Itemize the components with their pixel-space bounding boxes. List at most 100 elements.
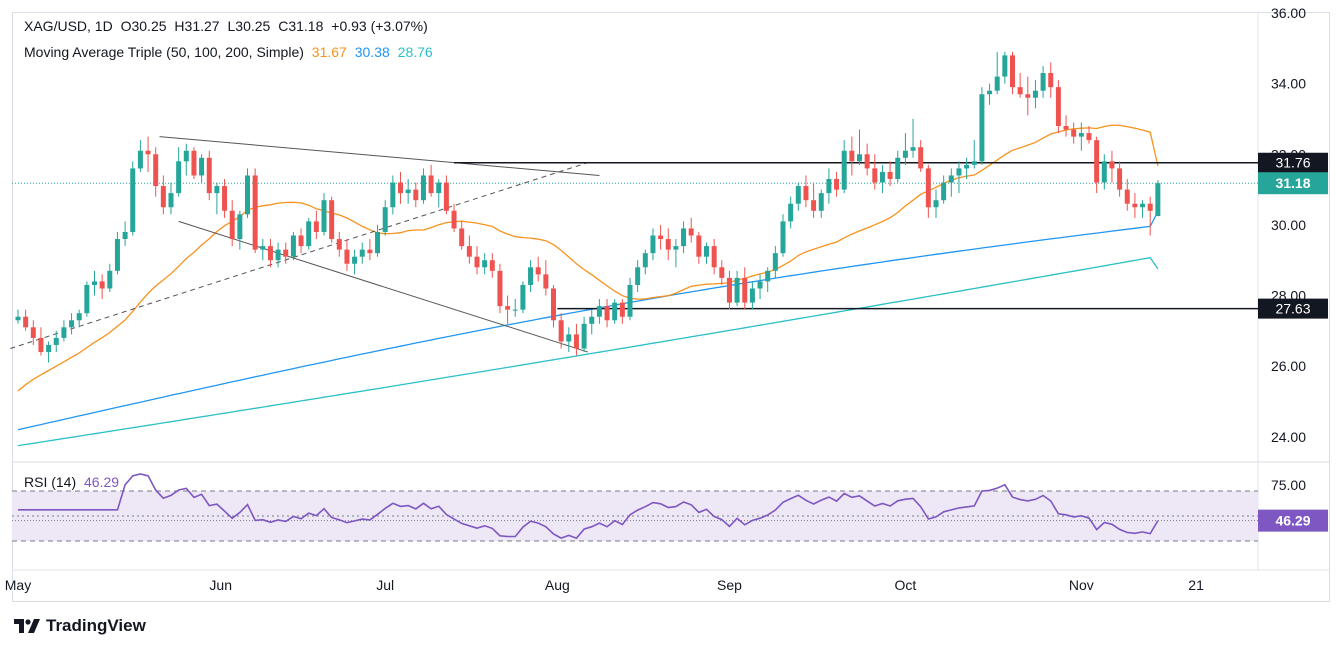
candle-body (658, 235, 664, 240)
candle-body (635, 267, 641, 285)
candle-body (153, 154, 159, 187)
candle-body (925, 168, 931, 208)
candle-body (306, 221, 312, 247)
candle-body (359, 249, 365, 257)
rsi-label: RSI (14) (24, 474, 77, 490)
candle-body (933, 200, 939, 208)
candle-body (382, 207, 388, 232)
rsi-line (18, 473, 1159, 540)
candle-body (459, 228, 465, 247)
trendline-dashed[interactable] (10, 160, 592, 349)
candle-body (1147, 203, 1153, 211)
candle-body (1017, 87, 1023, 95)
candle-body (688, 228, 694, 236)
level-label-bg (1258, 298, 1328, 319)
candle-body (818, 193, 824, 211)
candle-body (1025, 94, 1031, 98)
candle-body (420, 175, 426, 201)
ma100-line (17, 211, 1159, 431)
candle-body (1101, 161, 1107, 183)
level-label-bg (1258, 152, 1328, 173)
candle-body (1124, 189, 1130, 204)
time-tick-label: Aug (545, 577, 570, 593)
candle-body (765, 270, 771, 282)
candle-body (466, 246, 472, 257)
candle-body (92, 281, 97, 285)
time-tick-label: Oct (895, 577, 917, 593)
candle-body (795, 186, 801, 204)
candle-body (107, 270, 113, 289)
candle-body (69, 320, 75, 328)
trendline-lower[interactable] (178, 220, 589, 353)
candle-body (872, 168, 878, 183)
candle-body (160, 186, 166, 208)
candle-body (145, 150, 151, 155)
chart-frame (12, 12, 1330, 602)
candle-body (191, 150, 197, 176)
ma200-value: 28.76 (397, 44, 433, 60)
candle-body (726, 277, 732, 303)
candle-body (749, 288, 755, 303)
candle-body (841, 150, 847, 190)
candle-body (788, 203, 794, 222)
trendline-upper[interactable] (159, 136, 600, 176)
tradingview-brand[interactable]: TradingView (14, 616, 146, 636)
candle-body (596, 306, 602, 317)
candle-body (199, 157, 205, 176)
candle-body (1086, 133, 1092, 141)
candle-body (879, 171, 885, 183)
candle-body (260, 246, 266, 250)
candle-body (1055, 87, 1061, 127)
candle-body (573, 334, 579, 349)
level-label: 27.63 (1275, 301, 1310, 317)
candle-body (61, 327, 67, 338)
candle-body (352, 256, 358, 264)
candle-body (23, 316, 29, 328)
candle-body (168, 193, 174, 208)
candle-body (551, 288, 556, 321)
candle-body (428, 175, 434, 194)
candle-body (566, 334, 572, 342)
candle-body (948, 175, 954, 183)
candle-body (742, 277, 748, 303)
candle-body (474, 256, 480, 268)
candle-body (122, 231, 128, 240)
candle-body (612, 302, 618, 321)
candle-body (673, 246, 679, 250)
candle-body (1094, 140, 1100, 183)
candle-body (887, 171, 893, 179)
price-tick-label: 30.00 (1271, 217, 1306, 233)
candle-body (176, 161, 182, 194)
candle-body (971, 161, 977, 165)
candle-body (711, 246, 717, 268)
candle-body (222, 186, 228, 211)
candle-body (696, 235, 702, 257)
candle-body (1002, 55, 1008, 77)
candle-body (84, 284, 90, 314)
candle-body (956, 168, 962, 176)
candle-body (1071, 129, 1077, 137)
time-tick-label: Nov (1069, 577, 1094, 593)
candle-body (1117, 168, 1123, 190)
candle-body (987, 90, 993, 95)
candle-body (834, 178, 840, 190)
time-tick-label: Jul (376, 577, 394, 593)
candle-body (512, 309, 518, 311)
candle-body (313, 221, 319, 232)
change-value: +0.93 (+3.07%) (331, 18, 428, 34)
candle-body (558, 320, 564, 342)
price-tick-label: 26.00 (1271, 358, 1306, 374)
candle-body (757, 281, 763, 289)
candle-body (1140, 203, 1146, 208)
candle-body (443, 182, 449, 211)
candle-body (229, 210, 235, 240)
candle-body (910, 147, 916, 151)
candle-body (76, 313, 82, 321)
last-price-label-bg (1258, 172, 1328, 195)
candle-body (619, 302, 625, 317)
candle-body (1040, 73, 1046, 91)
candle-body (451, 210, 457, 229)
candle-body (30, 327, 36, 338)
candle-body (665, 239, 671, 250)
